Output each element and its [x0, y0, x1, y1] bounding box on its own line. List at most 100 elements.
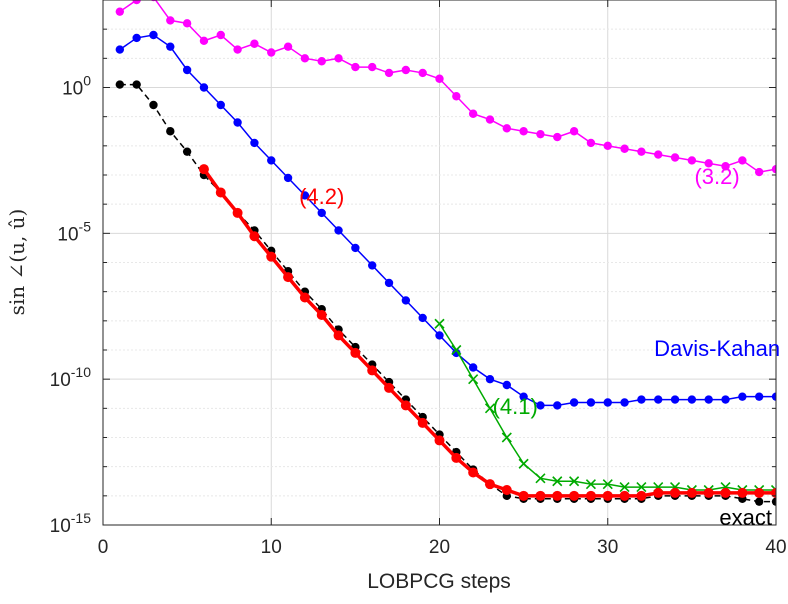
data-point	[721, 395, 730, 404]
series-4-2	[198, 164, 776, 501]
data-point	[670, 487, 681, 498]
data-point	[569, 398, 579, 407]
data-point	[418, 313, 427, 323]
data-point	[367, 365, 378, 376]
data-point	[553, 401, 562, 410]
data-point	[166, 127, 175, 136]
data-point	[267, 156, 276, 165]
data-point	[435, 331, 444, 340]
data-point	[166, 16, 175, 25]
data-point	[670, 153, 680, 162]
data-point	[653, 487, 664, 498]
data-point	[299, 292, 310, 303]
y-tick-label: 100	[62, 73, 91, 100]
data-point	[569, 490, 580, 501]
data-point	[384, 382, 395, 393]
data-point	[451, 452, 462, 463]
data-point	[351, 243, 360, 253]
data-point	[216, 100, 225, 110]
data-point	[771, 392, 776, 401]
data-point	[704, 159, 713, 168]
data-point	[198, 164, 209, 175]
data-point	[501, 485, 512, 495]
data-point	[267, 48, 276, 57]
data-point	[586, 138, 596, 148]
data-point	[654, 150, 663, 159]
data-point	[435, 74, 444, 83]
data-point	[519, 127, 528, 136]
data-point	[485, 374, 495, 384]
data-point	[351, 62, 360, 72]
data-point	[233, 45, 242, 54]
data-point	[132, 0, 141, 5]
data-point	[249, 231, 260, 242]
data-point	[115, 7, 125, 16]
series-layer	[115, 0, 776, 506]
data-point	[418, 68, 427, 78]
data-point	[333, 330, 344, 341]
data-point	[334, 54, 343, 63]
data-point	[569, 127, 579, 136]
data-point	[300, 191, 310, 200]
data-point	[317, 57, 326, 66]
data-point	[602, 479, 613, 490]
data-point	[484, 479, 495, 490]
data-point	[502, 124, 511, 133]
data-point	[182, 65, 192, 75]
data-point	[754, 392, 764, 401]
data-point	[619, 490, 630, 501]
annotation-4-2: (4.2)	[299, 184, 344, 209]
data-point	[670, 395, 680, 404]
data-point	[619, 482, 630, 493]
series-line	[119, 0, 776, 173]
data-point	[132, 33, 141, 43]
data-point	[738, 156, 747, 165]
data-point	[368, 62, 377, 72]
data-point	[166, 42, 175, 51]
x-tick-label: 10	[261, 537, 282, 558]
series-line	[119, 83, 776, 503]
data-point	[199, 36, 209, 46]
data-point	[738, 392, 747, 401]
data-point	[468, 467, 479, 478]
data-point	[468, 109, 478, 118]
data-point	[502, 380, 511, 390]
data-point	[569, 476, 580, 487]
data-point	[636, 490, 647, 501]
data-point	[149, 100, 158, 110]
data-point	[687, 156, 697, 165]
data-point	[115, 80, 125, 89]
data-point	[182, 19, 192, 28]
data-point	[687, 395, 697, 404]
data-point	[637, 147, 646, 156]
data-point	[518, 490, 529, 501]
data-point	[300, 54, 310, 63]
y-tick-label: 10-5	[57, 218, 91, 245]
data-point	[553, 132, 562, 142]
annotation-4-1: (4.1)	[493, 394, 538, 419]
series-line	[119, 34, 776, 407]
data-point	[468, 374, 479, 385]
series-line	[202, 168, 776, 498]
data-point	[754, 497, 764, 506]
data-point	[754, 487, 765, 498]
y-tick-label: 10-15	[50, 510, 92, 537]
data-point	[368, 261, 377, 270]
data-point	[771, 164, 776, 174]
data-point	[602, 490, 613, 501]
data-point	[350, 347, 361, 358]
data-point	[501, 432, 512, 443]
series-davis-kahan	[115, 30, 776, 410]
series-3-2	[115, 0, 776, 177]
data-point	[401, 65, 411, 75]
data-point	[636, 482, 647, 493]
x-tick-label: 0	[98, 537, 109, 558]
data-point	[317, 208, 326, 218]
data-point	[417, 417, 428, 428]
data-point	[215, 187, 226, 198]
data-point	[452, 92, 461, 101]
data-point	[771, 497, 776, 506]
series-annotations: (3.2) (4.2) Davis-Kahan (4.1) exact	[299, 164, 780, 530]
x-axis-title: LOBPCG steps	[367, 570, 511, 593]
